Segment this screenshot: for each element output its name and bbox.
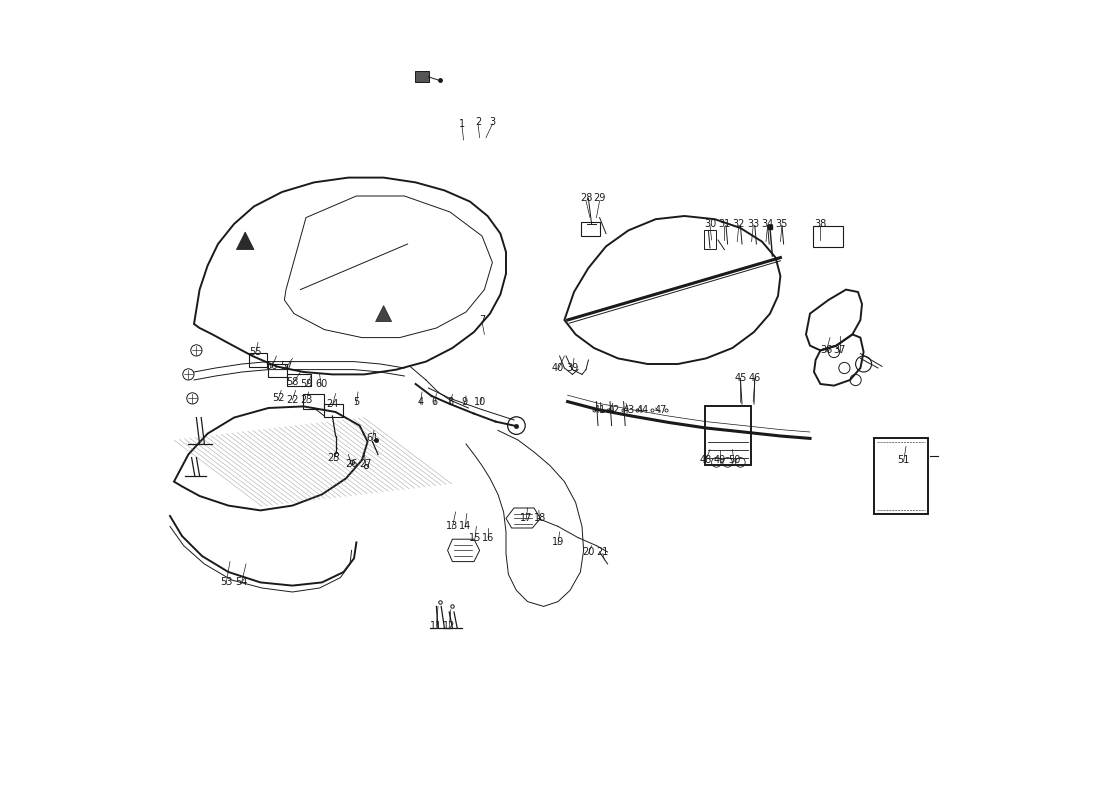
Text: 40: 40 bbox=[552, 363, 564, 373]
Text: 2: 2 bbox=[475, 117, 481, 126]
Text: 59: 59 bbox=[300, 379, 313, 389]
Text: 48: 48 bbox=[700, 455, 712, 465]
Text: 10: 10 bbox=[474, 398, 486, 407]
Bar bbox=[874, 438, 928, 514]
Text: 41: 41 bbox=[594, 406, 606, 415]
Text: 16: 16 bbox=[482, 533, 494, 542]
Text: 5: 5 bbox=[353, 398, 360, 407]
Text: 32: 32 bbox=[733, 219, 745, 229]
Text: 31: 31 bbox=[718, 219, 730, 229]
Text: 38: 38 bbox=[814, 219, 826, 229]
Text: 61: 61 bbox=[366, 434, 378, 443]
Text: 9: 9 bbox=[461, 398, 468, 407]
Text: 27: 27 bbox=[360, 459, 372, 469]
Text: 17: 17 bbox=[520, 514, 532, 523]
Text: 42: 42 bbox=[608, 406, 620, 415]
Text: 29: 29 bbox=[593, 194, 606, 203]
Text: 28: 28 bbox=[580, 194, 592, 203]
Text: 6: 6 bbox=[431, 398, 438, 407]
Text: 3: 3 bbox=[490, 117, 495, 126]
Text: 25: 25 bbox=[328, 453, 340, 462]
Text: 34: 34 bbox=[761, 219, 773, 229]
Text: 13: 13 bbox=[447, 521, 459, 530]
Text: 26: 26 bbox=[345, 459, 358, 469]
Text: 7: 7 bbox=[478, 315, 485, 325]
Text: 60: 60 bbox=[315, 379, 328, 389]
Text: 33: 33 bbox=[747, 219, 759, 229]
Text: 58: 58 bbox=[286, 378, 298, 387]
Text: 49: 49 bbox=[714, 455, 726, 465]
Text: 52: 52 bbox=[272, 394, 284, 403]
Text: 53: 53 bbox=[220, 578, 232, 587]
FancyBboxPatch shape bbox=[415, 71, 429, 82]
Text: 14: 14 bbox=[459, 521, 471, 530]
Text: 45: 45 bbox=[734, 374, 747, 383]
Text: 21: 21 bbox=[596, 547, 609, 557]
Text: 43: 43 bbox=[623, 406, 635, 415]
Text: 50: 50 bbox=[728, 455, 740, 465]
Polygon shape bbox=[236, 232, 254, 250]
Text: 19: 19 bbox=[552, 538, 564, 547]
Text: 37: 37 bbox=[834, 346, 846, 355]
Text: 20: 20 bbox=[582, 547, 595, 557]
Text: 11: 11 bbox=[430, 621, 442, 630]
Text: 46: 46 bbox=[749, 374, 761, 383]
Text: 47: 47 bbox=[654, 406, 667, 415]
Text: 56: 56 bbox=[265, 362, 278, 371]
Text: 18: 18 bbox=[534, 514, 546, 523]
Text: 44: 44 bbox=[637, 406, 649, 415]
Text: 24: 24 bbox=[327, 399, 339, 409]
Text: 54: 54 bbox=[235, 578, 248, 587]
Text: 30: 30 bbox=[704, 219, 716, 229]
Text: 22: 22 bbox=[286, 395, 298, 405]
Polygon shape bbox=[375, 306, 392, 322]
Text: 12: 12 bbox=[443, 621, 455, 630]
Text: 36: 36 bbox=[820, 346, 832, 355]
Text: 23: 23 bbox=[300, 395, 313, 405]
Text: 1: 1 bbox=[459, 119, 465, 129]
Text: 15: 15 bbox=[469, 533, 481, 542]
Text: 4: 4 bbox=[417, 398, 424, 407]
Text: 57: 57 bbox=[279, 362, 293, 371]
Text: 39: 39 bbox=[566, 363, 579, 373]
Text: 51: 51 bbox=[898, 455, 910, 465]
Text: 55: 55 bbox=[250, 347, 262, 357]
Text: 35: 35 bbox=[776, 219, 789, 229]
Text: 8: 8 bbox=[447, 398, 453, 407]
